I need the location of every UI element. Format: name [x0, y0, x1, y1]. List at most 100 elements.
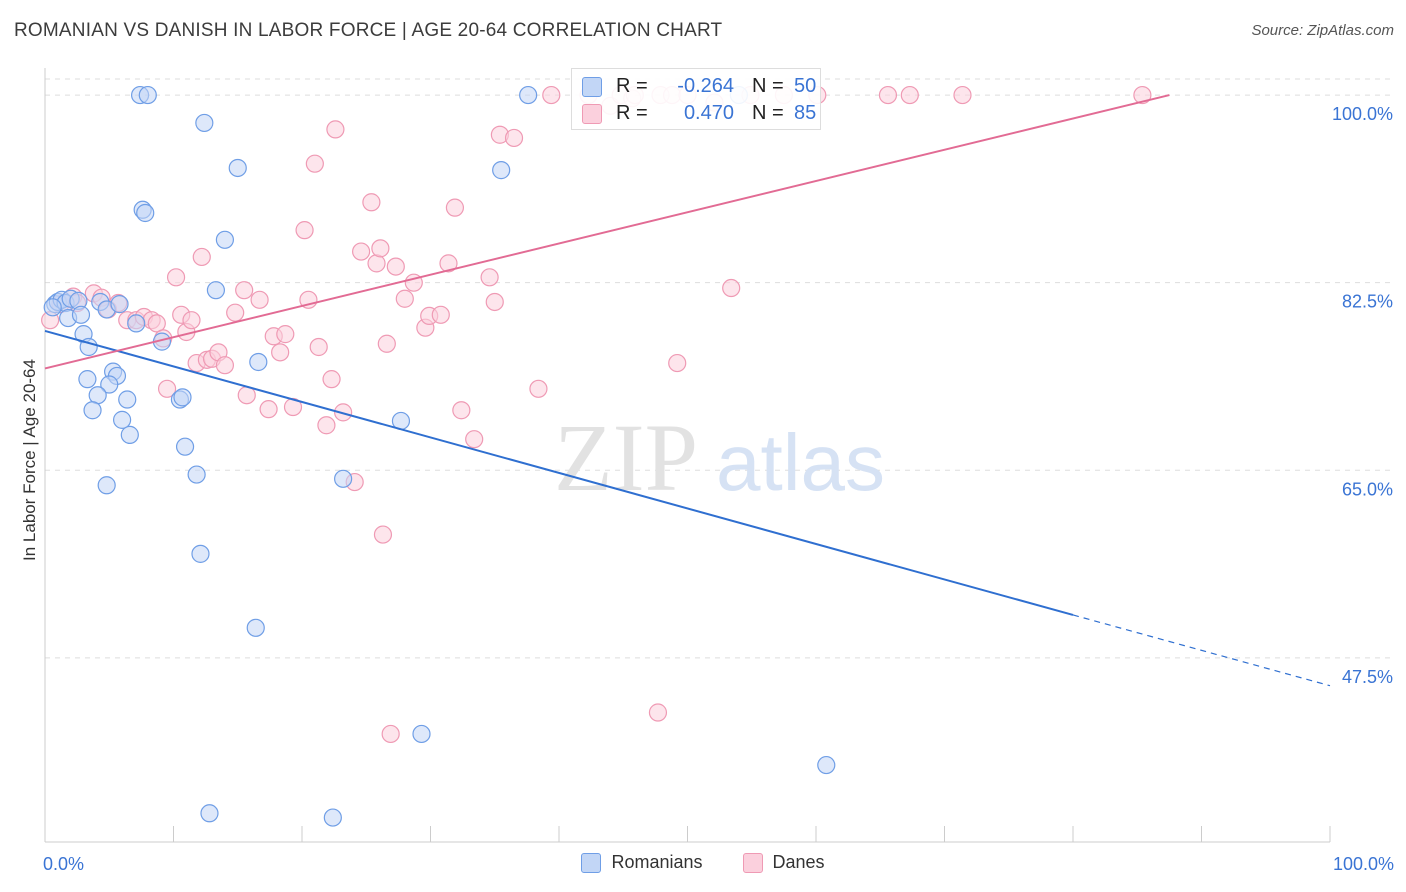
watermark-zip: ZIP [554, 404, 698, 511]
danes-point [309, 337, 328, 357]
romanians-point [136, 203, 155, 223]
romanians-point [100, 375, 119, 394]
danes-point [250, 290, 269, 309]
danes-point [465, 430, 484, 449]
romanians-point [492, 161, 511, 180]
r-value: -0.264 [677, 75, 734, 97]
danes-point [1133, 85, 1152, 105]
danes-point [529, 379, 548, 398]
romanians-point [246, 618, 265, 637]
stats-row-romanians: R = -0.264 N = 50 [582, 75, 816, 98]
danes-point [259, 400, 278, 419]
danes-point [900, 85, 919, 105]
series-legend: Romanians Danes [0, 852, 1406, 873]
r-label: R = [616, 102, 648, 124]
romanians-swatch [581, 852, 602, 873]
danes-trend-line [44, 94, 1170, 370]
romanians-point [83, 401, 102, 420]
danes-point [722, 278, 741, 298]
watermark: ZIP atlas [554, 404, 885, 511]
romanians-trend-line [44, 329, 1074, 616]
danes-point [953, 85, 972, 105]
legend-item-romanians[interactable]: Romanians [581, 852, 703, 873]
romanians-point [175, 437, 195, 456]
danes-point [504, 128, 524, 148]
danes-point [352, 242, 371, 261]
danes-point [271, 343, 290, 362]
chart-title: ROMANIAN VS DANISH IN LABOR FORCE | AGE … [14, 20, 723, 41]
romanians-point [118, 390, 137, 409]
stats-legend: R = -0.264 N = 50 R = 0.470 N = 85 [571, 68, 821, 130]
danes-point [485, 292, 504, 312]
romanians-trend-extension [1072, 614, 1331, 687]
danes-point [542, 85, 561, 105]
danes-point [362, 193, 381, 212]
romanians-point [519, 85, 538, 105]
danes-point [395, 289, 414, 308]
danes-point [317, 416, 336, 435]
romanians-point [191, 544, 210, 563]
romanians-points [43, 85, 836, 827]
romanians-point [334, 469, 353, 488]
romanians-point [195, 113, 214, 133]
y-tick-labels: 100.0% 82.5% 65.0% 47.5% [1332, 104, 1393, 687]
danes-point [215, 356, 234, 375]
n-label: N = [752, 102, 784, 124]
danes-point [431, 305, 450, 324]
danes-point [878, 85, 898, 105]
danes-point [192, 247, 211, 267]
danes-swatch [742, 852, 763, 873]
romanians-point [173, 388, 192, 407]
danes-point [367, 254, 386, 273]
danes-point [226, 303, 245, 322]
danes-point [276, 325, 295, 344]
romanians-point [110, 295, 129, 314]
danes-point [322, 370, 341, 389]
romanians-point [249, 352, 268, 372]
y-tick-label: 82.5% [1342, 292, 1393, 312]
romanians-point [97, 476, 116, 495]
danes-point [668, 353, 687, 373]
romanians-swatch [582, 76, 602, 97]
gridlines [45, 78, 1394, 659]
danes-point [381, 724, 400, 744]
legend-label-danes: Danes [772, 852, 825, 872]
legend-item-danes[interactable]: Danes [742, 852, 825, 873]
trend-lines [44, 94, 1331, 687]
danes-point [295, 221, 314, 240]
romanians-point [215, 230, 234, 249]
romanians-point [187, 465, 206, 484]
danes-point [235, 281, 254, 300]
danes-point [377, 334, 396, 353]
r-label: R = [616, 75, 648, 97]
danes-swatch [582, 103, 602, 124]
romanians-point [323, 808, 342, 827]
r-value: 0.470 [683, 102, 734, 124]
danes-point [166, 268, 186, 287]
danes-point [182, 311, 201, 330]
romanians-point [112, 410, 132, 429]
source-credit: Source: ZipAtlas.com [1251, 22, 1394, 39]
x-tick-label-min: 0.0% [43, 854, 84, 874]
danes-point [373, 525, 393, 544]
romanians-point [817, 755, 836, 775]
danes-point [326, 120, 345, 139]
danes-point [439, 254, 458, 273]
n-label: N = [752, 75, 784, 97]
romanians-point [71, 305, 91, 324]
x-tick-label-max: 100.0% [1333, 854, 1394, 874]
danes-point [452, 401, 471, 420]
romanians-point [120, 425, 139, 444]
romanians-point [228, 158, 247, 178]
n-value: 85 [794, 102, 817, 124]
danes-point [648, 703, 668, 722]
danes-point [371, 239, 390, 258]
romanians-point [138, 85, 157, 105]
y-tick-label: 100.0% [1332, 104, 1393, 124]
axes [44, 68, 1331, 843]
romanians-point [43, 298, 62, 317]
legend-label-romanians: Romanians [611, 852, 703, 872]
danes-point [157, 379, 177, 398]
romanians-point [127, 314, 146, 333]
